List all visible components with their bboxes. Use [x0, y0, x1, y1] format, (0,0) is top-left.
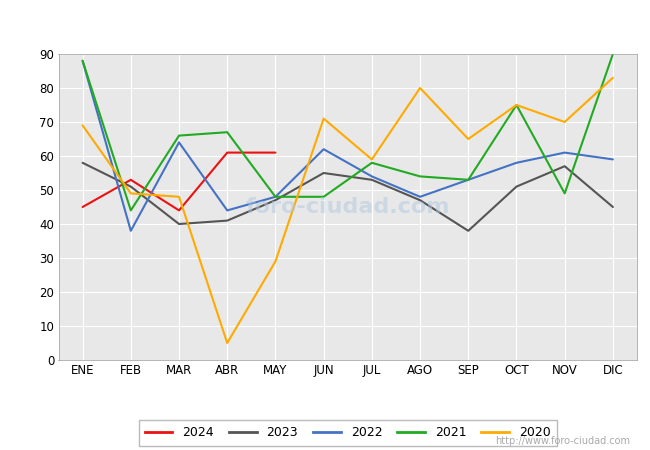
Text: Matriculaciones de Vehiculos en Écija: Matriculaciones de Vehiculos en Écija	[170, 12, 480, 33]
Text: foro-ciudad.com: foro-ciudad.com	[246, 197, 450, 217]
Text: http://www.foro-ciudad.com: http://www.foro-ciudad.com	[495, 436, 630, 446]
Legend: 2024, 2023, 2022, 2021, 2020: 2024, 2023, 2022, 2021, 2020	[138, 420, 557, 446]
